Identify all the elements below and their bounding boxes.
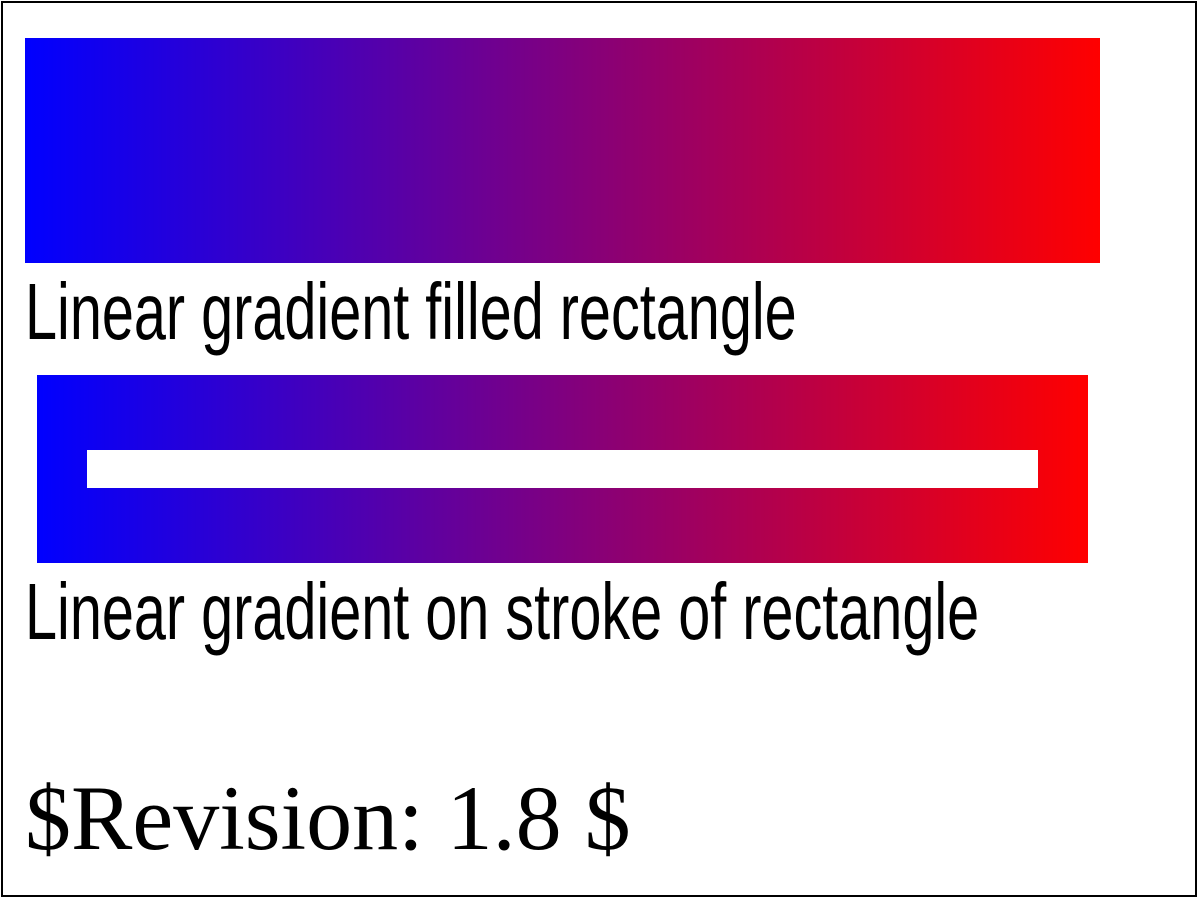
gradient-stroked-rectangle: [37, 375, 1088, 563]
revision-label: $Revision: 1.8 $: [25, 767, 631, 869]
stroke-rectangle-caption: Linear gradient on stroke of rectangle: [25, 567, 980, 656]
filled-rectangle-caption: Linear gradient filled rectangle: [25, 267, 797, 356]
gradient-filled-rectangle: [25, 38, 1100, 263]
stroke-rectangle-interior: [87, 450, 1038, 488]
